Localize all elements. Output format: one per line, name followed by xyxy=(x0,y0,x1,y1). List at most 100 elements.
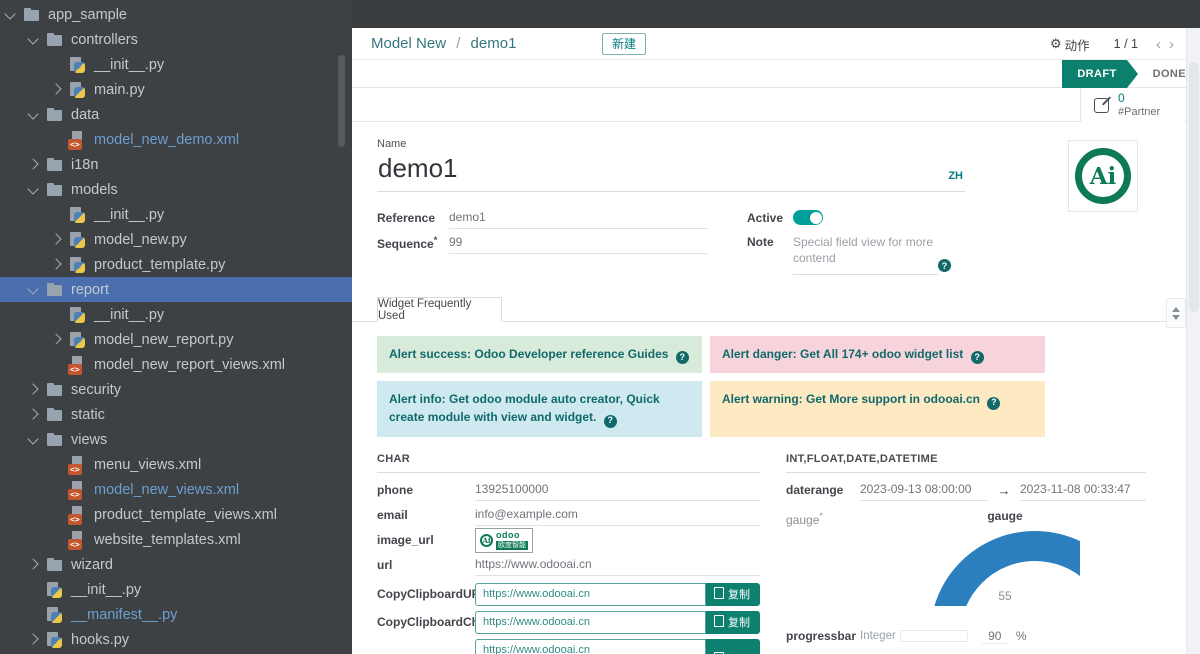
tree-row[interactable]: __init__.py xyxy=(0,302,352,327)
tree-row[interactable]: static xyxy=(0,402,352,427)
tree-row[interactable]: menu_views.xml xyxy=(0,452,352,477)
copy-url-button[interactable]: 复制 xyxy=(706,582,760,606)
chevron-icon[interactable] xyxy=(24,285,45,295)
file-type-icon xyxy=(45,431,68,448)
copy-char-button[interactable]: 复制 xyxy=(706,610,760,634)
spin-down-icon[interactable] xyxy=(1172,314,1180,320)
image-url-preview[interactable]: Ai odoo 欧度智能 xyxy=(475,527,533,553)
active-toggle[interactable] xyxy=(793,210,823,225)
copy-url-input[interactable]: https://www.odooai.cn xyxy=(475,582,706,606)
chevron-icon[interactable] xyxy=(24,560,45,570)
tree-row[interactable]: website_templates.xml xyxy=(0,527,352,552)
partner-stat-button[interactable]: 0 #Partner xyxy=(1080,88,1184,122)
tree-row[interactable]: model_new_report.py xyxy=(0,327,352,352)
chevron-icon[interactable] xyxy=(47,485,68,495)
tree-row[interactable]: model_new_views.xml xyxy=(0,477,352,502)
tree-row[interactable]: __manifest__.py xyxy=(0,602,352,627)
daterange-start[interactable]: 2023-09-13 08:00:00 xyxy=(860,479,988,502)
chevron-icon[interactable] xyxy=(24,610,45,620)
email-value[interactable]: info@example.com xyxy=(475,504,760,527)
tree-row[interactable]: main.py xyxy=(0,77,352,102)
help-icon[interactable]: ? xyxy=(938,259,951,273)
chevron-icon[interactable] xyxy=(24,110,45,120)
daterange-end[interactable]: 2023-11-08 00:33:47 xyxy=(1020,479,1146,502)
progressbar-value[interactable]: 90 xyxy=(981,629,1008,644)
chevron-icon[interactable] xyxy=(24,160,45,170)
chevron-icon[interactable] xyxy=(47,260,68,270)
tree-row[interactable]: __init__.py xyxy=(0,52,352,77)
help-icon[interactable]: ? xyxy=(987,396,1001,410)
translation-badge[interactable]: ZH xyxy=(948,170,963,182)
chevron-icon[interactable] xyxy=(47,335,68,345)
panel-scrollbar[interactable] xyxy=(1186,28,1200,654)
action-menu[interactable]: 动作 xyxy=(1064,38,1090,53)
chevron-icon[interactable] xyxy=(47,535,68,545)
tree-row[interactable]: i18n xyxy=(0,152,352,177)
tree-row[interactable]: __init__.py xyxy=(0,202,352,227)
help-icon[interactable]: ? xyxy=(675,351,689,365)
chevron-icon[interactable] xyxy=(47,310,68,320)
panel-scrollbar-thumb[interactable] xyxy=(1189,62,1199,312)
stage-done[interactable]: DONE xyxy=(1152,68,1186,80)
reference-value[interactable]: demo1 xyxy=(449,207,707,229)
chevron-icon[interactable] xyxy=(47,60,68,70)
tree-row[interactable]: __init__.py xyxy=(0,577,352,602)
scroll-spinner[interactable] xyxy=(1166,298,1186,329)
pager-next-icon[interactable]: › xyxy=(1169,35,1174,53)
phone-value[interactable]: 13925100000 xyxy=(475,479,760,502)
sequence-value[interactable]: 99 xyxy=(449,232,707,254)
name-field-value[interactable]: demo1 xyxy=(377,150,965,192)
tree-row[interactable]: model_new_demo.xml xyxy=(0,127,352,152)
copy-text-button[interactable]: 复制 xyxy=(706,638,760,654)
odoo-panel: Model New / demo1 新建 ⚙ 动作 1 / 1 ‹ › DRAF… xyxy=(352,0,1200,654)
help-icon[interactable]: ? xyxy=(970,351,984,365)
breadcrumb: Model New / demo1 xyxy=(371,35,516,52)
tree-row[interactable]: app_sample xyxy=(0,2,352,27)
chevron-icon[interactable] xyxy=(47,510,68,520)
url-value[interactable]: https://www.odooai.cn xyxy=(475,554,760,577)
chevron-icon[interactable] xyxy=(24,435,45,445)
note-placeholder[interactable]: Special field view for more contend xyxy=(793,235,938,276)
tree-row[interactable]: models xyxy=(0,177,352,202)
record-image[interactable]: Ai xyxy=(1068,140,1138,212)
tree-row[interactable]: security xyxy=(0,377,352,402)
chevron-icon[interactable] xyxy=(24,185,45,195)
chevron-icon[interactable] xyxy=(1,10,22,20)
new-button[interactable]: 新建 xyxy=(602,33,647,55)
tree-scrollbar-thumb[interactable] xyxy=(338,55,345,147)
chevron-icon[interactable] xyxy=(24,385,45,395)
tree-row[interactable]: product_template.py xyxy=(0,252,352,277)
chevron-icon[interactable] xyxy=(24,410,45,420)
tree-row[interactable]: hooks.py xyxy=(0,627,352,652)
file-type-icon xyxy=(45,381,68,398)
chevron-icon[interactable] xyxy=(24,635,45,645)
tree-row[interactable]: report xyxy=(0,277,352,302)
chevron-icon[interactable] xyxy=(47,210,68,220)
tree-row[interactable]: views xyxy=(0,427,352,452)
tab-widget-frequently-used[interactable]: Widget Frequently Used xyxy=(377,297,502,323)
help-icon[interactable]: ? xyxy=(603,414,617,428)
chevron-icon[interactable] xyxy=(47,460,68,470)
stage-draft[interactable]: DRAFT xyxy=(1062,60,1138,88)
tree-row[interactable]: product_template_views.xml xyxy=(0,502,352,527)
breadcrumb-parent[interactable]: Model New xyxy=(371,35,447,52)
tree-row[interactable]: controllers xyxy=(0,27,352,52)
tree-row[interactable]: wizard xyxy=(0,552,352,577)
pager-prev-icon[interactable]: ‹ xyxy=(1156,35,1161,53)
file-type-icon xyxy=(68,356,91,375)
chevron-icon[interactable] xyxy=(47,85,68,95)
tree-row[interactable]: data xyxy=(0,102,352,127)
spin-up-icon[interactable] xyxy=(1172,306,1180,312)
chevron-icon[interactable] xyxy=(24,585,45,595)
chevron-icon[interactable] xyxy=(47,360,68,370)
copy-char-input[interactable]: https://www.odooai.cn xyxy=(475,610,706,634)
partner-label: #Partner xyxy=(1118,105,1161,118)
chevron-icon[interactable] xyxy=(47,135,68,145)
chevron-icon[interactable] xyxy=(24,35,45,45)
chevron-icon[interactable] xyxy=(47,235,68,245)
tree-row[interactable]: model_new.py xyxy=(0,227,352,252)
tree-row[interactable]: model_new_report_views.xml xyxy=(0,352,352,377)
progressbar-label: progressbar xyxy=(786,629,857,644)
file-type-icon xyxy=(45,156,68,173)
copy-text-textarea[interactable]: https://www.odooai.cn xyxy=(475,638,706,654)
